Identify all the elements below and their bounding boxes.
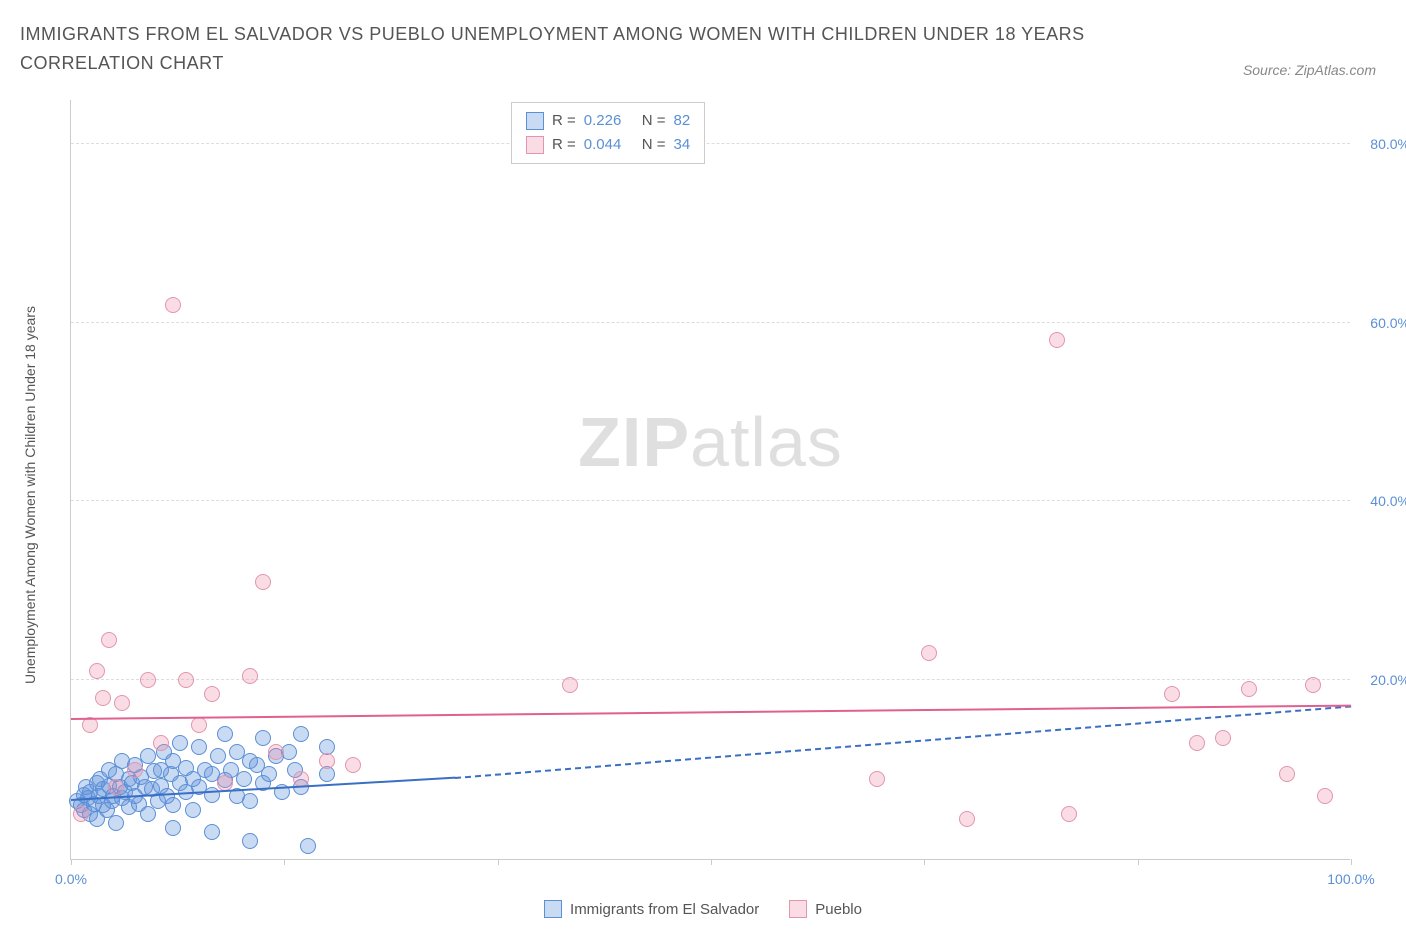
gridline (71, 322, 1350, 323)
chart-container: Unemployment Among Women with Children U… (40, 100, 1380, 890)
legend-label: Pueblo (815, 901, 862, 918)
legend-row: R = 0.044 N = 34 (526, 133, 690, 157)
scatter-point (95, 690, 111, 706)
legend-row: R = 0.226 N = 82 (526, 109, 690, 133)
y-tick-label: 40.0% (1355, 493, 1406, 509)
legend-item: Pueblo (789, 900, 862, 918)
scatter-point (242, 833, 258, 849)
scatter-point (165, 820, 181, 836)
y-axis-label: Unemployment Among Women with Children U… (22, 306, 38, 684)
legend-n-value: 34 (674, 133, 691, 157)
scatter-point (191, 739, 207, 755)
scatter-point (217, 775, 233, 791)
scatter-point (1049, 332, 1065, 348)
gridline (71, 679, 1350, 680)
scatter-point (242, 793, 258, 809)
scatter-point (293, 726, 309, 742)
legend-r-label: R = (552, 133, 576, 157)
scatter-point (140, 672, 156, 688)
x-tick-label: 100.0% (1327, 871, 1374, 887)
scatter-point (345, 757, 361, 773)
scatter-point (268, 744, 284, 760)
chart-title: IMMIGRANTS FROM EL SALVADOR VS PUEBLO UN… (20, 20, 1170, 78)
legend-label: Immigrants from El Salvador (570, 901, 759, 918)
scatter-point (255, 574, 271, 590)
scatter-point (1305, 677, 1321, 693)
legend-r-value: 0.226 (584, 109, 634, 133)
scatter-point (73, 806, 89, 822)
scatter-point (217, 726, 233, 742)
scatter-point (204, 787, 220, 803)
scatter-point (108, 815, 124, 831)
scatter-point (114, 695, 130, 711)
source-attribution: Source: ZipAtlas.com (1243, 62, 1376, 78)
scatter-point (1189, 735, 1205, 751)
x-tick (711, 859, 712, 865)
scatter-point (261, 766, 277, 782)
scatter-point (101, 632, 117, 648)
correlation-legend: R = 0.226 N = 82 R = 0.044 N = 34 (511, 102, 705, 164)
scatter-point (204, 686, 220, 702)
x-tick (498, 859, 499, 865)
scatter-point (127, 762, 143, 778)
scatter-point (293, 771, 309, 787)
x-tick (1138, 859, 1139, 865)
scatter-plot-area: R =0.226N =82R =0.044N =34 ZIPatlas 20.0… (70, 100, 1350, 860)
scatter-point (210, 748, 226, 764)
scatter-point (242, 668, 258, 684)
scatter-point (204, 824, 220, 840)
scatter-point (255, 730, 271, 746)
watermark: ZIPatlas (578, 402, 843, 482)
scatter-point (185, 802, 201, 818)
scatter-point (165, 797, 181, 813)
x-tick-label: 0.0% (55, 871, 87, 887)
x-tick (71, 859, 72, 865)
scatter-point (319, 753, 335, 769)
gridline (71, 500, 1350, 501)
legend-swatch (526, 112, 544, 130)
legend-item: Immigrants from El Salvador (544, 900, 759, 918)
x-tick (1351, 859, 1352, 865)
y-tick-label: 80.0% (1355, 136, 1406, 152)
scatter-point (921, 645, 937, 661)
y-tick-label: 60.0% (1355, 315, 1406, 331)
scatter-point (108, 779, 124, 795)
legend-r-label: R = (552, 109, 576, 133)
series-legend: Immigrants from El Salvador Pueblo (544, 900, 862, 918)
scatter-point (140, 806, 156, 822)
scatter-point (1241, 681, 1257, 697)
scatter-point (1279, 766, 1295, 782)
scatter-point (959, 811, 975, 827)
legend-n-label: N = (642, 133, 666, 157)
scatter-point (869, 771, 885, 787)
watermark-bold: ZIP (578, 403, 690, 481)
scatter-point (1061, 806, 1077, 822)
scatter-point (178, 672, 194, 688)
legend-r-value: 0.044 (584, 133, 634, 157)
scatter-point (1215, 730, 1231, 746)
x-tick (284, 859, 285, 865)
scatter-point (191, 717, 207, 733)
gridline (71, 143, 1350, 144)
scatter-point (140, 748, 156, 764)
trend-line (71, 705, 1351, 720)
legend-n-value: 82 (674, 109, 691, 133)
scatter-point (172, 735, 188, 751)
scatter-point (1164, 686, 1180, 702)
scatter-point (153, 735, 169, 751)
x-tick (924, 859, 925, 865)
scatter-point (165, 297, 181, 313)
legend-n-label: N = (642, 109, 666, 133)
scatter-point (562, 677, 578, 693)
scatter-point (300, 838, 316, 854)
legend-swatch (544, 900, 562, 918)
watermark-light: atlas (690, 403, 843, 481)
scatter-point (236, 771, 252, 787)
legend-swatch (526, 136, 544, 154)
legend-swatch (789, 900, 807, 918)
scatter-point (1317, 788, 1333, 804)
scatter-point (89, 663, 105, 679)
y-tick-label: 20.0% (1355, 672, 1406, 688)
